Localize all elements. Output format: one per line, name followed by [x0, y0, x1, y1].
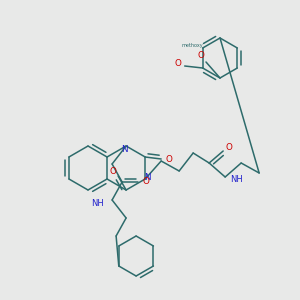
Text: N: N — [121, 145, 128, 154]
Text: O: O — [226, 143, 232, 152]
Text: NH: NH — [230, 176, 243, 184]
Text: O: O — [110, 167, 116, 176]
Text: O: O — [166, 154, 172, 164]
Text: methoxy: methoxy — [181, 44, 203, 49]
Text: NH: NH — [92, 200, 104, 208]
Text: N: N — [144, 172, 150, 182]
Text: O: O — [143, 178, 149, 187]
Text: O: O — [198, 50, 204, 59]
Text: O: O — [174, 59, 181, 68]
